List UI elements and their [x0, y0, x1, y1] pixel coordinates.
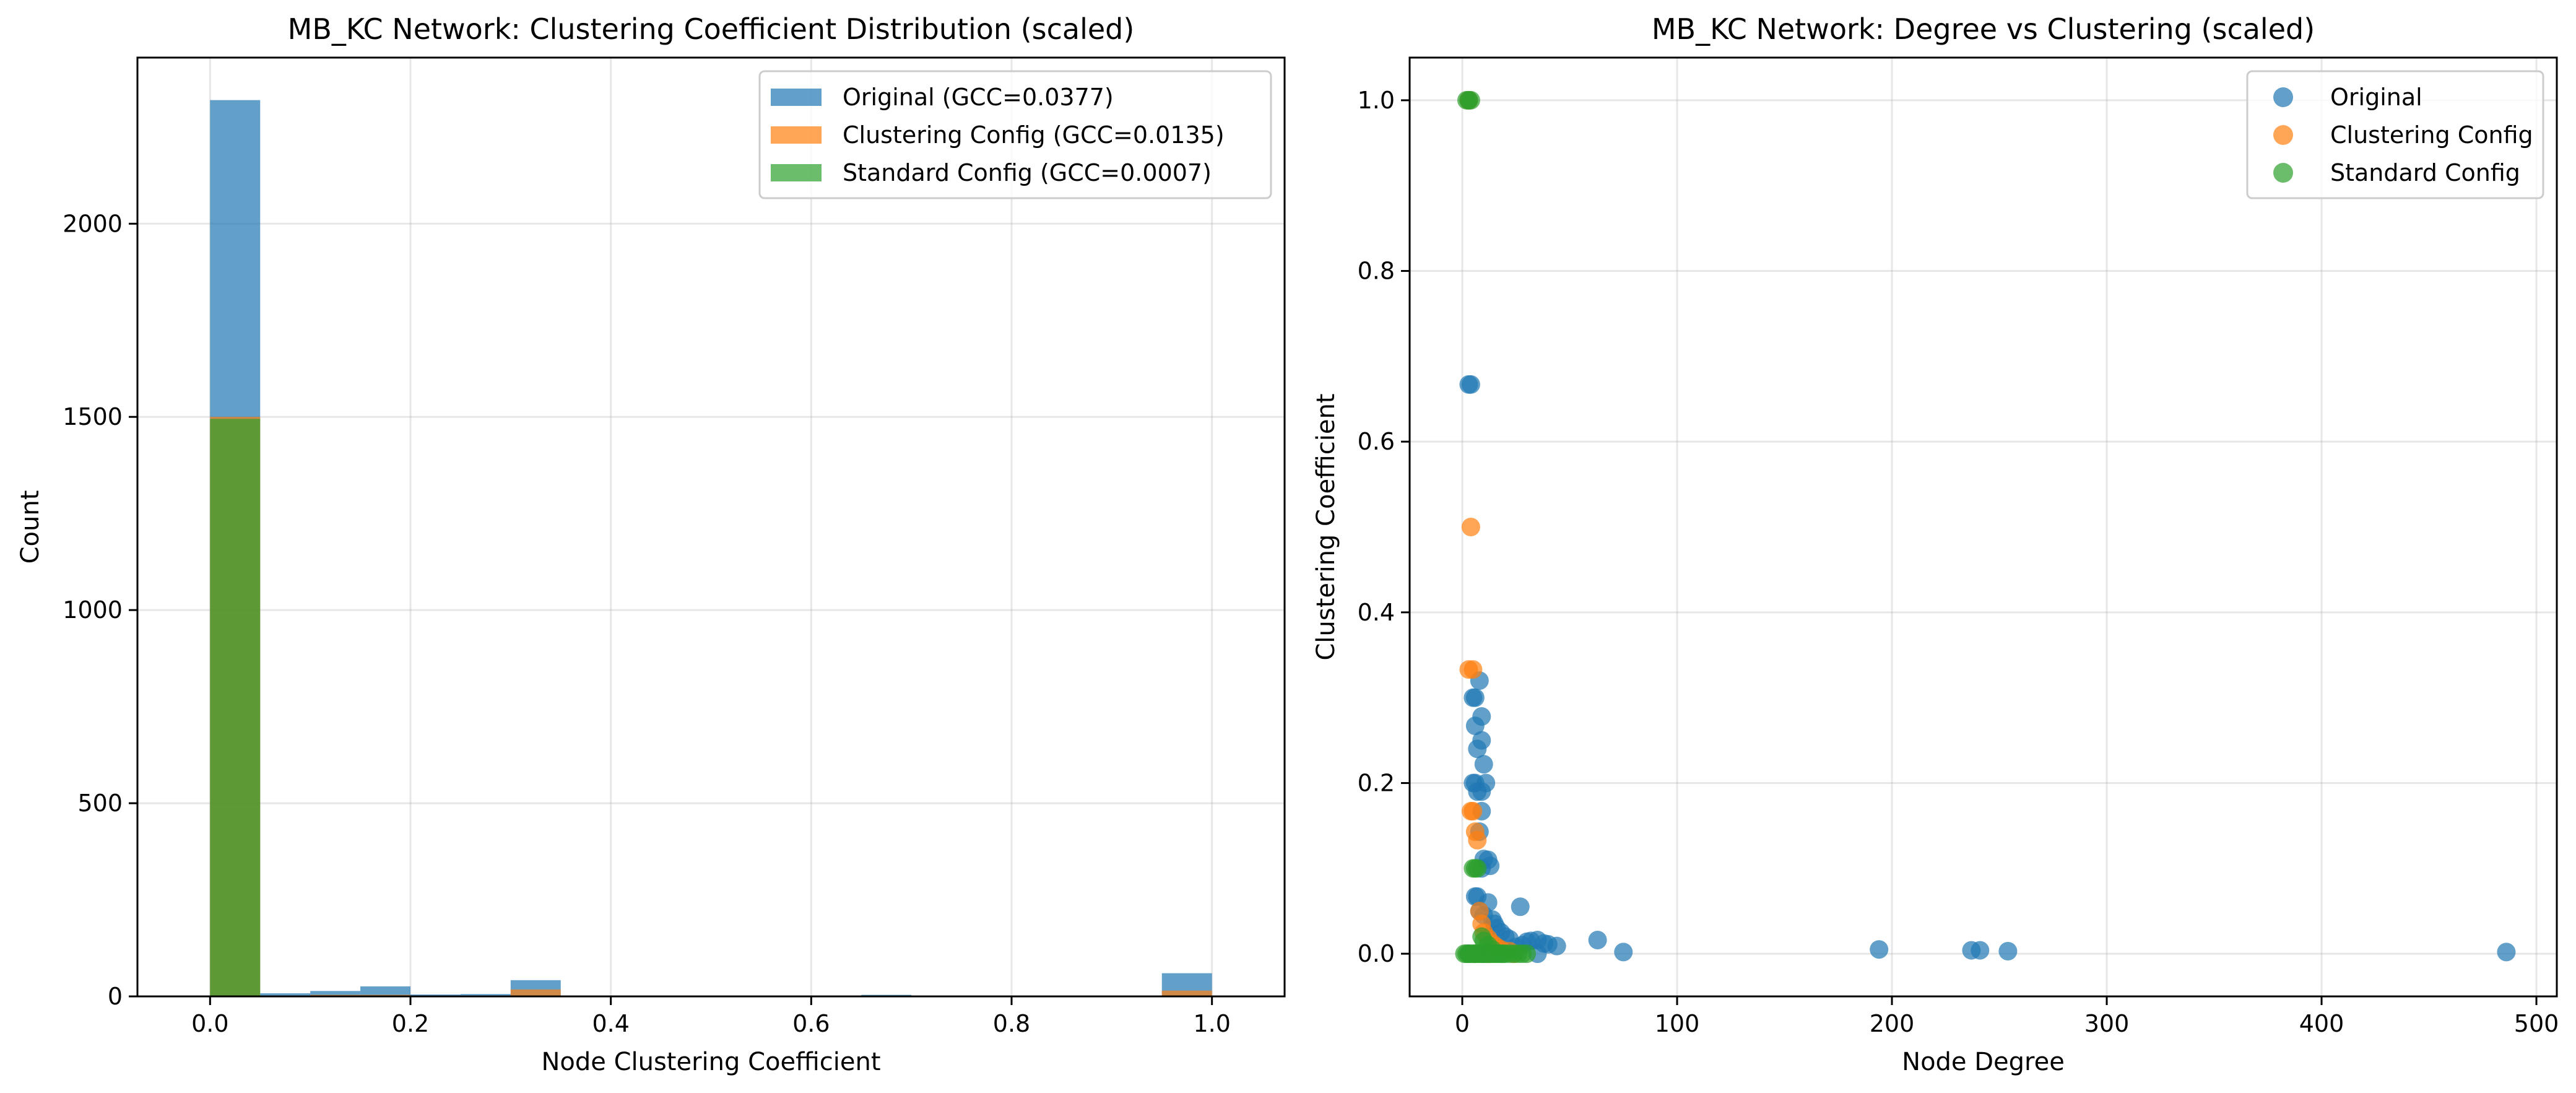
histogram-y-axis-label: Count — [16, 490, 45, 564]
scatter-point-standard-config — [1461, 90, 1480, 110]
scatter-point-original — [1465, 688, 1485, 707]
sc-x-tick-label: 500 — [2514, 1010, 2559, 1037]
scatter-point-standard-config — [1517, 944, 1537, 964]
scatter-x-axis-label: Node Degree — [1902, 1048, 2065, 1076]
histogram-legend-label: Original (GCC=0.0377) — [843, 84, 1114, 111]
scatter-legend-marker — [2273, 87, 2293, 107]
hist-x-tick-label: 0.8 — [993, 1010, 1030, 1037]
scatter-point-original — [1474, 755, 1493, 774]
histogram-legend-swatch — [771, 164, 822, 181]
sc-x-tick-label: 100 — [1655, 1010, 1700, 1037]
sc-y-tick-label: 0.0 — [1358, 940, 1395, 967]
scatter-point-clustering-config — [1464, 660, 1483, 679]
histogram-legend-box — [758, 70, 1272, 199]
histogram-ticks: 0.0 0.2 0.4 0.6 0.8 1.0 0 500 1000 1500 2000 — [63, 210, 1231, 1037]
sc-y-tick-label: 1.0 — [1358, 87, 1395, 114]
histogram-bar-original — [360, 986, 410, 996]
histogram-bar-original — [310, 991, 361, 996]
sc-x-tick-label: 200 — [1870, 1010, 1915, 1037]
sc-y-tick-label: 0.2 — [1358, 769, 1395, 796]
hist-x-tick-label: 1.0 — [1193, 1010, 1230, 1037]
scatter-point-original — [1547, 936, 1566, 956]
scatter-point-original — [1461, 375, 1480, 394]
hist-y-tick-label: 2000 — [63, 210, 123, 237]
scatter-point-clustering-config — [1464, 801, 1483, 821]
histogram-grid — [137, 58, 1285, 998]
sc-y-tick-label: 0.4 — [1358, 599, 1395, 626]
hist-x-tick-label: 0.6 — [792, 1010, 830, 1037]
histogram-legend: Original (GCC=0.0377) Clustering Config (… — [758, 70, 1272, 199]
scatter-point-original — [1614, 943, 1633, 962]
histogram-axes-frame — [136, 56, 1286, 998]
scatter-legend-marker — [2273, 125, 2293, 145]
scatter-point-original — [1870, 940, 1889, 959]
hist-x-tick-label: 0.2 — [392, 1010, 429, 1037]
scatter-axes-frame — [1408, 56, 2558, 998]
sc-y-tick-label: 0.8 — [1358, 258, 1395, 285]
hist-y-tick-label: 0 — [108, 983, 123, 1010]
histogram-bar-original — [260, 993, 311, 996]
scatter-point-original — [1511, 897, 1530, 917]
histogram-x-axis-label: Node Clustering Coefficient — [541, 1048, 880, 1076]
hist-x-tick-label: 0.4 — [592, 1010, 629, 1037]
histogram-legend-label: Clustering Config (GCC=0.0135) — [843, 121, 1225, 149]
histogram-bar-original — [410, 994, 461, 996]
scatter-y-axis-label: Clustering Coefficient — [1312, 394, 1340, 661]
scatter-legend: Original Clustering Config Standard Config — [2246, 70, 2544, 199]
sc-x-tick-label: 0 — [1455, 1010, 1470, 1037]
scatter-point-clustering-config — [1461, 518, 1480, 536]
scatter-point-original — [2497, 943, 2516, 962]
scatter-legend-label: Standard Config — [2330, 159, 2520, 186]
scatter-legend-box — [2246, 70, 2544, 199]
sc-x-tick-label: 300 — [2084, 1010, 2130, 1037]
hist-x-tick-label: 0.0 — [191, 1010, 228, 1037]
histogram-panel: MB_KC Network: Clustering Coefficient Di… — [16, 12, 1286, 1076]
scatter-point-original — [1998, 941, 2018, 960]
hist-y-tick-label: 1500 — [63, 403, 123, 430]
scatter-point-clustering-config — [1468, 830, 1487, 850]
scatter-legend-label: Original — [2330, 84, 2422, 111]
histogram-bars — [210, 100, 1212, 997]
scatter-point-original — [1971, 941, 1990, 960]
scatter-title: MB_KC Network: Degree vs Clustering (sca… — [1652, 12, 2315, 46]
histogram-title: MB_KC Network: Clustering Coefficient Di… — [288, 12, 1135, 46]
histogram-bar-clustering-config — [1161, 990, 1212, 996]
hist-y-tick-label: 500 — [77, 790, 123, 817]
histogram-bar-original — [460, 994, 511, 996]
histogram-legend-swatch — [771, 89, 822, 106]
scatter-panel: MB_KC Network: Degree vs Clustering (sca… — [1312, 12, 2559, 1076]
scatter-ticks: 0 100 200 300 400 500 0.0 0.2 0.4 0.6 0.8 1.0 — [1358, 87, 2559, 1037]
scatter-point-original — [1472, 782, 1491, 801]
histogram-legend-swatch — [771, 126, 822, 144]
scatter-point-standard-config — [1468, 859, 1487, 878]
scatter-legend-label: Clustering Config — [2330, 121, 2533, 149]
sc-x-tick-label: 400 — [2299, 1010, 2344, 1037]
sc-y-tick-label: 0.6 — [1358, 428, 1395, 455]
scatter-point-original — [1472, 707, 1491, 726]
scatter-point-original — [1588, 931, 1607, 950]
histogram-bar-clustering-config — [510, 989, 561, 996]
histogram-legend-label: Standard Config (GCC=0.0007) — [843, 159, 1212, 186]
scatter-legend-marker — [2273, 163, 2293, 183]
scatter-point-original — [1472, 731, 1491, 750]
hist-y-tick-label: 1000 — [63, 596, 123, 624]
histogram-bar-standard-config — [210, 419, 261, 996]
scatter-points — [1455, 90, 2516, 964]
